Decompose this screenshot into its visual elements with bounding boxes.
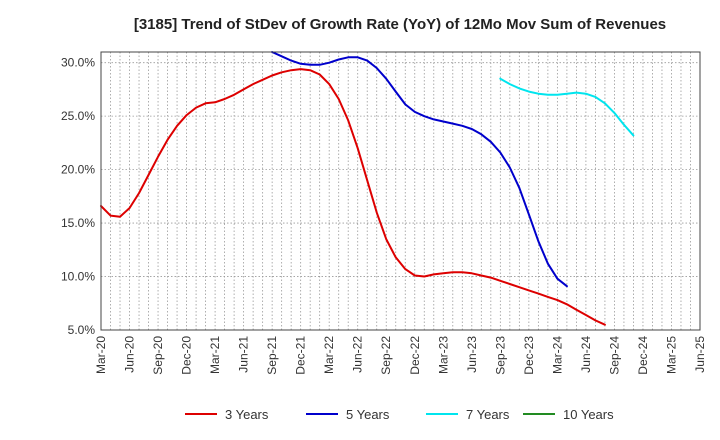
- y-tick-label: 20.0%: [61, 163, 95, 177]
- x-tick-label: Sep-24: [607, 336, 621, 375]
- x-tick-label: Mar-24: [550, 336, 564, 374]
- y-tick-label: 15.0%: [61, 216, 95, 230]
- chart-title: [3185] Trend of StDev of Growth Rate (Yo…: [134, 16, 666, 33]
- legend-label: 3 Years: [225, 407, 269, 422]
- x-tick-label: Dec-20: [180, 336, 194, 375]
- x-tick-label: Dec-22: [408, 336, 422, 375]
- series-line-5-years: [271, 51, 568, 288]
- x-tick-label: Jun-23: [465, 336, 479, 373]
- legend-label: 7 Years: [466, 407, 510, 422]
- x-tick-label: Sep-21: [265, 336, 279, 375]
- x-tick-label: Mar-20: [94, 336, 108, 374]
- series-line-3-years: [100, 68, 606, 326]
- x-tick-label: Jun-20: [123, 336, 137, 373]
- x-tick-label: Mar-22: [322, 336, 336, 374]
- y-tick-label: 10.0%: [61, 270, 95, 284]
- series-lines: [100, 51, 635, 326]
- x-tick-label: Dec-24: [636, 336, 650, 375]
- series-line-7-years: [499, 77, 635, 137]
- plot-frame: [100, 51, 701, 331]
- x-tick-label: Sep-23: [493, 336, 507, 375]
- x-tick-label: Mar-21: [208, 336, 222, 374]
- x-tick-label: Jun-22: [351, 336, 365, 373]
- x-tick-label: Jun-24: [579, 336, 593, 373]
- x-tick-label: Sep-20: [151, 336, 165, 375]
- y-axis-ticks: 5.0% 10.0% 15.0% 20.0% 25.0% 30.0%: [61, 56, 95, 337]
- x-tick-label: Jun-25: [693, 336, 707, 373]
- legend-label: 5 Years: [346, 407, 390, 422]
- x-tick-label: Dec-21: [294, 336, 308, 375]
- x-tick-label: Jun-21: [237, 336, 251, 373]
- y-tick-label: 30.0%: [61, 56, 95, 70]
- y-tick-label: 5.0%: [68, 323, 96, 337]
- x-tick-label: Mar-23: [436, 336, 450, 374]
- x-tick-label: Mar-25: [664, 336, 678, 374]
- legend-label: 10 Years: [563, 407, 614, 422]
- x-axis-ticks: Mar-20 Jun-20 Sep-20 Dec-20 Mar-21 Jun-21 Sep-…: [94, 336, 707, 375]
- y-tick-label: 25.0%: [61, 109, 95, 123]
- grid: [101, 52, 700, 331]
- x-tick-label: Dec-23: [522, 336, 536, 375]
- x-tick-label: Sep-22: [379, 336, 393, 375]
- legend: 3 Years 5 Years 7 Years 10 Years: [185, 407, 614, 422]
